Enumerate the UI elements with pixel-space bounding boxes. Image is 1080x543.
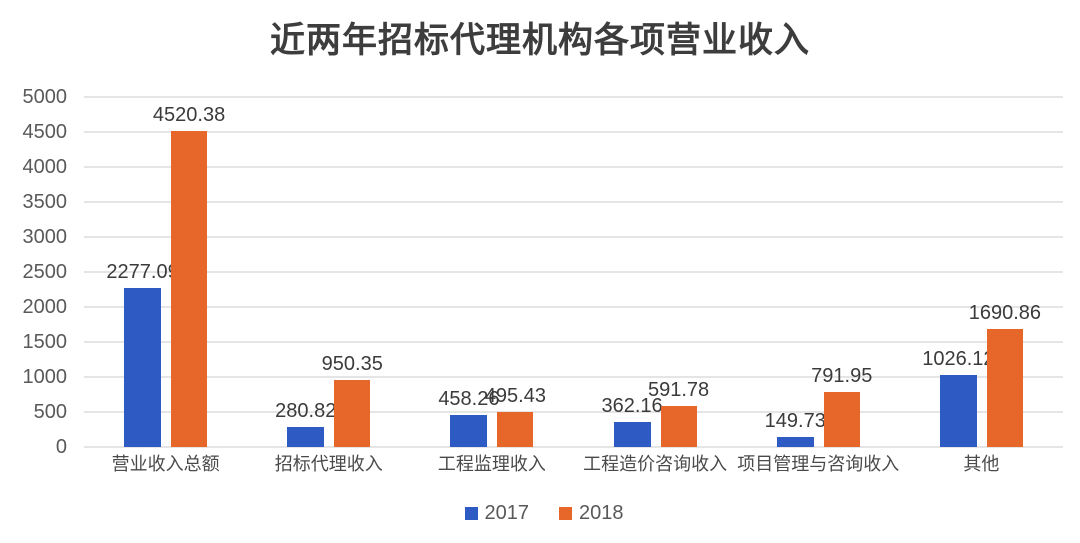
bar-value-label: 2277.09 [106, 260, 179, 283]
legend-swatch-2017 [464, 507, 478, 520]
bar-value-label: 280.82 [275, 400, 337, 423]
bar-value-label: 4520.38 [152, 103, 226, 126]
legend-item-2017: 2017 [464, 502, 530, 525]
legend-item-2018: 2018 [559, 502, 624, 525]
bar-value-label: 1026.12 [922, 348, 995, 371]
bar-2017-3 [613, 421, 651, 447]
gridline [84, 201, 1063, 203]
y-axis-tick-label: 3000 [22, 226, 68, 248]
bar-2017-4 [776, 436, 814, 447]
y-axis-tick-label: 4000 [22, 156, 68, 178]
bar-value-label: 458.26 [438, 387, 500, 410]
gridline [84, 271, 1063, 273]
gridline [84, 341, 1063, 343]
y-axis-tick-label: 3500 [22, 191, 68, 213]
bar-value-label: 950.35 [321, 353, 383, 376]
legend-swatch-2018 [559, 507, 572, 520]
gridline [84, 166, 1063, 168]
y-axis-tick-label: 5000 [22, 86, 68, 108]
legend-label-2017: 2017 [484, 502, 530, 524]
chart-title: 近两年招标代理机构各项营业收入 [269, 21, 810, 60]
gridline [84, 411, 1063, 413]
bar-2017-1 [287, 427, 325, 447]
bar-2018-3 [660, 405, 697, 447]
bar-2017-2 [450, 414, 488, 447]
bar-2018-0 [171, 130, 208, 447]
y-axis-tick-label: 0 [55, 436, 67, 458]
bar-2017-0 [124, 287, 162, 447]
x-category-label: 营业收入总额 [111, 454, 220, 474]
bar-value-label: 495.43 [484, 385, 546, 408]
legend-label-2018: 2018 [579, 502, 624, 524]
y-axis-tick-label: 2500 [22, 261, 68, 283]
x-category-label: 工程监理收入 [437, 454, 546, 474]
bar-2018-5 [986, 328, 1023, 447]
gridline [84, 131, 1063, 133]
bar-2018-2 [497, 412, 534, 447]
gridline [84, 96, 1063, 98]
y-axis-tick-label: 1000 [22, 366, 68, 388]
gridline [84, 236, 1063, 238]
bar-value-label: 791.95 [811, 364, 873, 387]
y-axis-tick-label: 500 [33, 401, 67, 423]
bar-2017-5 [939, 375, 977, 447]
bar-value-label: 149.73 [764, 409, 826, 432]
y-axis-tick-label: 4500 [22, 121, 68, 143]
gridline [84, 306, 1063, 308]
y-axis-tick-label: 2000 [22, 296, 68, 318]
x-category-label: 其他 [963, 454, 1000, 474]
x-category-label: 工程造价咨询收入 [583, 454, 728, 474]
bar-value-label: 591.78 [647, 378, 710, 401]
x-category-label: 招标代理收入 [274, 454, 383, 474]
gridline [84, 376, 1063, 378]
bar-value-label: 362.16 [601, 394, 663, 417]
bar-2018-1 [334, 380, 371, 447]
bar-value-label: 1690.86 [968, 301, 1042, 324]
bar-2018-4 [823, 391, 860, 447]
y-axis-tick-label: 1500 [22, 331, 68, 353]
x-category-label: 项目管理与咨询收入 [737, 454, 900, 474]
legend: 2017 2018 [8, 502, 1080, 525]
gridline [84, 446, 1063, 448]
